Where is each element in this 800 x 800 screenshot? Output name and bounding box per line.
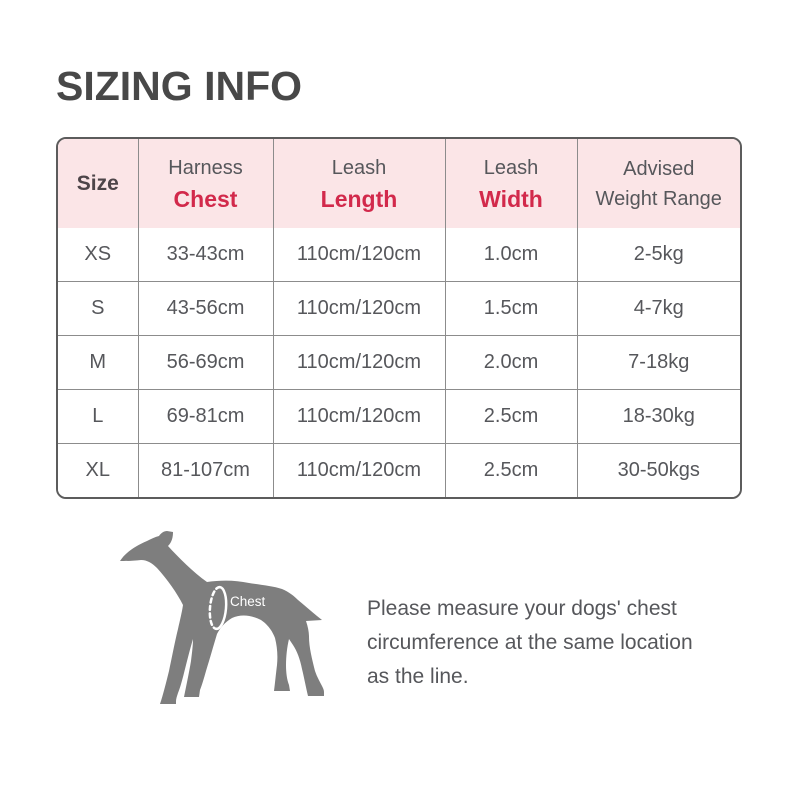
table-cell: 81-107cm: [137, 443, 274, 497]
table-cell: XL: [58, 443, 139, 497]
header-line1: Leash: [483, 156, 539, 179]
table-row-xl: XL 81-107cm 110cm/120cm 2.5cm 30-50kgs: [58, 443, 740, 497]
table-cell: 18-30kg: [576, 389, 740, 444]
header-line1: Advised: [623, 157, 695, 180]
header-line2: Chest: [173, 185, 238, 212]
table-cell: 110cm/120cm: [272, 228, 446, 282]
chest-marker-label: Chest: [230, 594, 266, 609]
note-line: as the line.: [367, 665, 469, 688]
table-cell: 2.0cm: [444, 335, 578, 390]
table-cell: 33-43cm: [137, 228, 274, 282]
table-cell: 30-50kgs: [576, 443, 740, 497]
header-cell-harness-chest: Harness Chest: [137, 139, 274, 228]
header-line1: Size: [76, 171, 119, 195]
table-cell: 110cm/120cm: [272, 335, 446, 390]
note-line: circumference at the same location: [367, 631, 693, 654]
sizing-table: Size Harness Chest Leash Length Leash Width Adv…: [56, 137, 742, 499]
table-cell: 2-5kg: [576, 228, 740, 282]
table-cell: 2.5cm: [444, 389, 578, 444]
chest-measurement-marker: [208, 585, 228, 631]
table-cell: 4-7kg: [576, 281, 740, 336]
table-cell: 110cm/120cm: [272, 443, 446, 497]
header-row: Size Harness Chest Leash Length Leash Width Adv…: [58, 139, 740, 228]
table-body: XS 33-43cm 110cm/120cm 1.0cm 2-5kg S 43-56cm 11…: [58, 228, 740, 497]
sizing-table-grid: Size Harness Chest Leash Length Leash Width Adv…: [58, 139, 740, 497]
header-cell-leash-length: Leash Length: [272, 139, 446, 228]
table-cell: XS: [58, 228, 139, 282]
table-row-l: L 69-81cm 110cm/120cm 2.5cm 18-30kg: [58, 389, 740, 444]
table-cell: S: [58, 281, 139, 336]
table-cell: 43-56cm: [137, 281, 274, 336]
header-line1: Harness: [168, 156, 243, 179]
table-cell: 110cm/120cm: [272, 389, 446, 444]
page-title: SIZING INFO: [56, 63, 302, 109]
table-row-xs: XS 33-43cm 110cm/120cm 1.0cm 2-5kg: [58, 228, 740, 282]
table-row-s: S 43-56cm 110cm/120cm 1.5cm 4-7kg: [58, 281, 740, 336]
table-cell: L: [58, 389, 139, 444]
header-line2: Weight Range: [595, 187, 722, 210]
table-cell: 69-81cm: [137, 389, 274, 444]
table-cell: 1.5cm: [444, 281, 578, 336]
dog-body-shape: [120, 531, 324, 704]
header-line2: Width: [479, 185, 543, 212]
table-cell: 1.0cm: [444, 228, 578, 282]
dog-silhouette-icon: Chest: [120, 531, 324, 704]
table-cell: 2.5cm: [444, 443, 578, 497]
measurement-diagram: Chest: [103, 525, 343, 715]
table-cell: 56-69cm: [137, 335, 274, 390]
note-line: Please measure your dogs' chest: [367, 597, 677, 620]
measurement-note: Please measure your dogs' chest circumfer…: [367, 592, 693, 694]
header-cell-advised-weight-range: Advised Weight Range: [576, 139, 740, 228]
table-cell: 110cm/120cm: [272, 281, 446, 336]
table-cell: 7-18kg: [576, 335, 740, 390]
table-row-m: M 56-69cm 110cm/120cm 2.0cm 7-18kg: [58, 335, 740, 390]
table-header-row: Size Harness Chest Leash Length Leash Width Adv…: [58, 139, 740, 228]
table-cell: M: [58, 335, 139, 390]
header-cell-size: Size: [58, 139, 139, 228]
header-line1: Leash: [331, 156, 387, 179]
header-cell-leash-width: Leash Width: [444, 139, 578, 228]
header-line2: Length: [320, 185, 398, 212]
